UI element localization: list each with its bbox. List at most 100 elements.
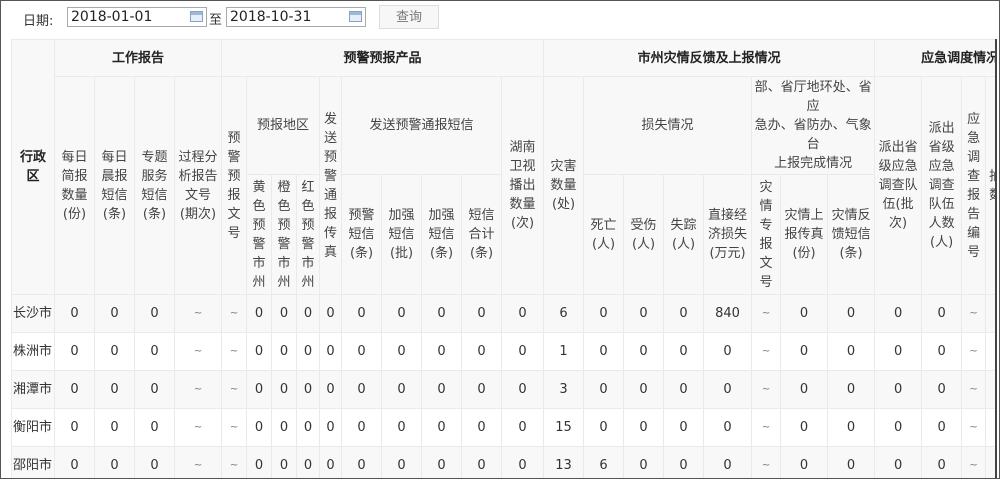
header-warning-doc-no: 预警预报文号 <box>221 76 248 295</box>
header-disaster-feedback: 市州灾情反馈及上报情况 <box>543 39 876 77</box>
header-sms-group: 发送预警通报短信 <box>341 76 503 175</box>
header-deaths: 死亡(人) <box>583 174 625 295</box>
table-row[interactable]: 湘潭市 0 0 0 ~ ~0 0 0 0 0 0 0 0 0 3 0 0 0 0 ~0 0 0 0 ~ <box>11 370 995 409</box>
header-daily-brief: 每日简报数量(份) <box>54 76 95 295</box>
header-team-batches: 派出省级应急调查队伍(批次) <box>874 76 923 295</box>
statistics-table-container[interactable]: 行政区 工作报告 预警预报产品 市州灾情反馈及上报情况 应急调度情况 每日简报数… <box>11 39 997 478</box>
value-cell: 0 <box>319 294 343 333</box>
table-row[interactable]: 衡阳市 0 0 0 ~ ~0 0 0 0 0 0 0 0 0 15 0 0 0 0 ~0 0 0 0 ~ <box>11 408 995 447</box>
value-cell: 0 <box>421 370 463 409</box>
value-cell: 0 <box>921 446 963 478</box>
value-cell: 0 <box>319 370 343 409</box>
region-cell: 衡阳市 <box>11 408 55 447</box>
end-date-input[interactable]: 2018-10-31 <box>226 7 366 27</box>
header-work-report: 工作报告 <box>53 39 223 77</box>
header-enhanced-sms-count: 加强短信(条) <box>421 174 463 295</box>
start-date-input[interactable]: 2018-01-01 <box>67 7 207 27</box>
value-cell: 0 <box>623 446 665 478</box>
calendar-icon[interactable] <box>190 11 203 22</box>
value-cell: 0 <box>874 446 923 478</box>
value-cell: 0 <box>703 408 753 447</box>
value-cell: 0 <box>461 408 503 447</box>
value-cell: 0 <box>54 446 95 478</box>
header-partial-column: 抽县数( <box>985 76 995 295</box>
value-cell: 0 <box>341 446 383 478</box>
value-cell <box>985 370 995 409</box>
region-cell: 长沙市 <box>11 294 55 333</box>
value-cell: 0 <box>246 408 273 447</box>
value-cell: 0 <box>827 446 876 478</box>
value-cell: ~ <box>961 332 987 371</box>
value-cell: 0 <box>421 446 463 478</box>
value-cell: 0 <box>663 332 705 371</box>
value-cell: 0 <box>780 408 829 447</box>
calendar-icon[interactable] <box>349 11 362 22</box>
value-cell: 0 <box>461 446 503 478</box>
value-cell: ~ <box>751 446 782 478</box>
value-cell: 0 <box>703 370 753 409</box>
value-cell: 0 <box>296 408 321 447</box>
value-cell: 0 <box>921 294 963 333</box>
value-cell: 0 <box>246 446 273 478</box>
header-warning-sms: 预警短信(条) <box>341 174 383 295</box>
query-button[interactable]: 查询 <box>379 5 439 29</box>
value-cell: ~ <box>173 408 223 447</box>
value-cell: 0 <box>623 332 665 371</box>
header-missing: 失踪(人) <box>663 174 705 295</box>
value-cell: 0 <box>663 446 705 478</box>
header-injured: 受伤(人) <box>623 174 665 295</box>
value-cell: 0 <box>296 446 321 478</box>
table-row[interactable]: 株洲市 0 0 0 ~ ~0 0 0 0 0 0 0 0 0 1 0 0 0 0 ~0 0 0 0 ~ <box>11 332 995 371</box>
value-cell: 0 <box>381 370 423 409</box>
value-cell: 0 <box>296 370 321 409</box>
value-cell: 0 <box>94 332 135 371</box>
header-fax: 发送预警通报传真 <box>319 76 343 295</box>
header-report-fax: 灾情上报传真(份) <box>780 174 829 295</box>
table-row[interactable]: 长沙市 0 0 0 ~ ~0 0 0 0 0 0 0 0 0 6 0 0 0 840 ~0 0 0 0 ~ <box>11 294 995 333</box>
header-process-analysis: 过程分析报告文号(期次) <box>173 76 223 295</box>
header-feedback-sms: 灾情反馈短信(条) <box>827 174 876 295</box>
date-label: 日期: <box>23 14 54 29</box>
value-cell: 0 <box>501 446 545 478</box>
value-cell <box>985 332 995 371</box>
header-enhanced-sms-batch: 加强短信(批) <box>381 174 423 295</box>
value-cell: 0 <box>271 446 298 478</box>
value-cell: 0 <box>827 332 876 371</box>
header-report-group: 部、省厅地环处、省应 急办、省防办、气象台 上报完成情况 <box>751 76 876 175</box>
value-cell: 0 <box>319 408 343 447</box>
value-cell: 0 <box>827 408 876 447</box>
value-cell: ~ <box>961 294 987 333</box>
value-cell: 0 <box>246 332 273 371</box>
value-cell: 0 <box>246 370 273 409</box>
table-row[interactable]: 邵阳市 0 0 0 ~ ~0 0 0 0 0 0 0 0 0 13 6 0 0 0 ~0 0 0 0 ~ <box>11 446 995 478</box>
value-cell: 0 <box>874 370 923 409</box>
value-cell: ~ <box>751 332 782 371</box>
value-cell: 0 <box>54 332 95 371</box>
value-cell: 0 <box>583 408 625 447</box>
value-cell: ~ <box>751 408 782 447</box>
value-cell: 0 <box>134 294 175 333</box>
header-economic-loss: 直接经济损失(万元) <box>703 174 753 295</box>
value-cell: 0 <box>134 446 175 478</box>
value-cell: 0 <box>381 408 423 447</box>
value-cell: 0 <box>134 332 175 371</box>
value-cell: 0 <box>501 408 545 447</box>
value-cell: 0 <box>874 294 923 333</box>
value-cell: 0 <box>874 332 923 371</box>
value-cell: 0 <box>874 408 923 447</box>
value-cell: 0 <box>583 332 625 371</box>
value-cell: 0 <box>134 370 175 409</box>
value-cell: 0 <box>461 370 503 409</box>
value-cell: 0 <box>54 294 95 333</box>
value-cell: 0 <box>663 370 705 409</box>
value-cell: 1 <box>543 332 585 371</box>
value-cell: 0 <box>421 332 463 371</box>
value-cell: 13 <box>543 446 585 478</box>
value-cell <box>985 446 995 478</box>
value-cell: 0 <box>663 294 705 333</box>
value-cell: 0 <box>94 370 135 409</box>
value-cell: 3 <box>543 370 585 409</box>
value-cell <box>985 408 995 447</box>
header-team-people: 派出省级应急调查队伍人数(人) <box>921 76 963 295</box>
value-cell: ~ <box>751 294 782 333</box>
